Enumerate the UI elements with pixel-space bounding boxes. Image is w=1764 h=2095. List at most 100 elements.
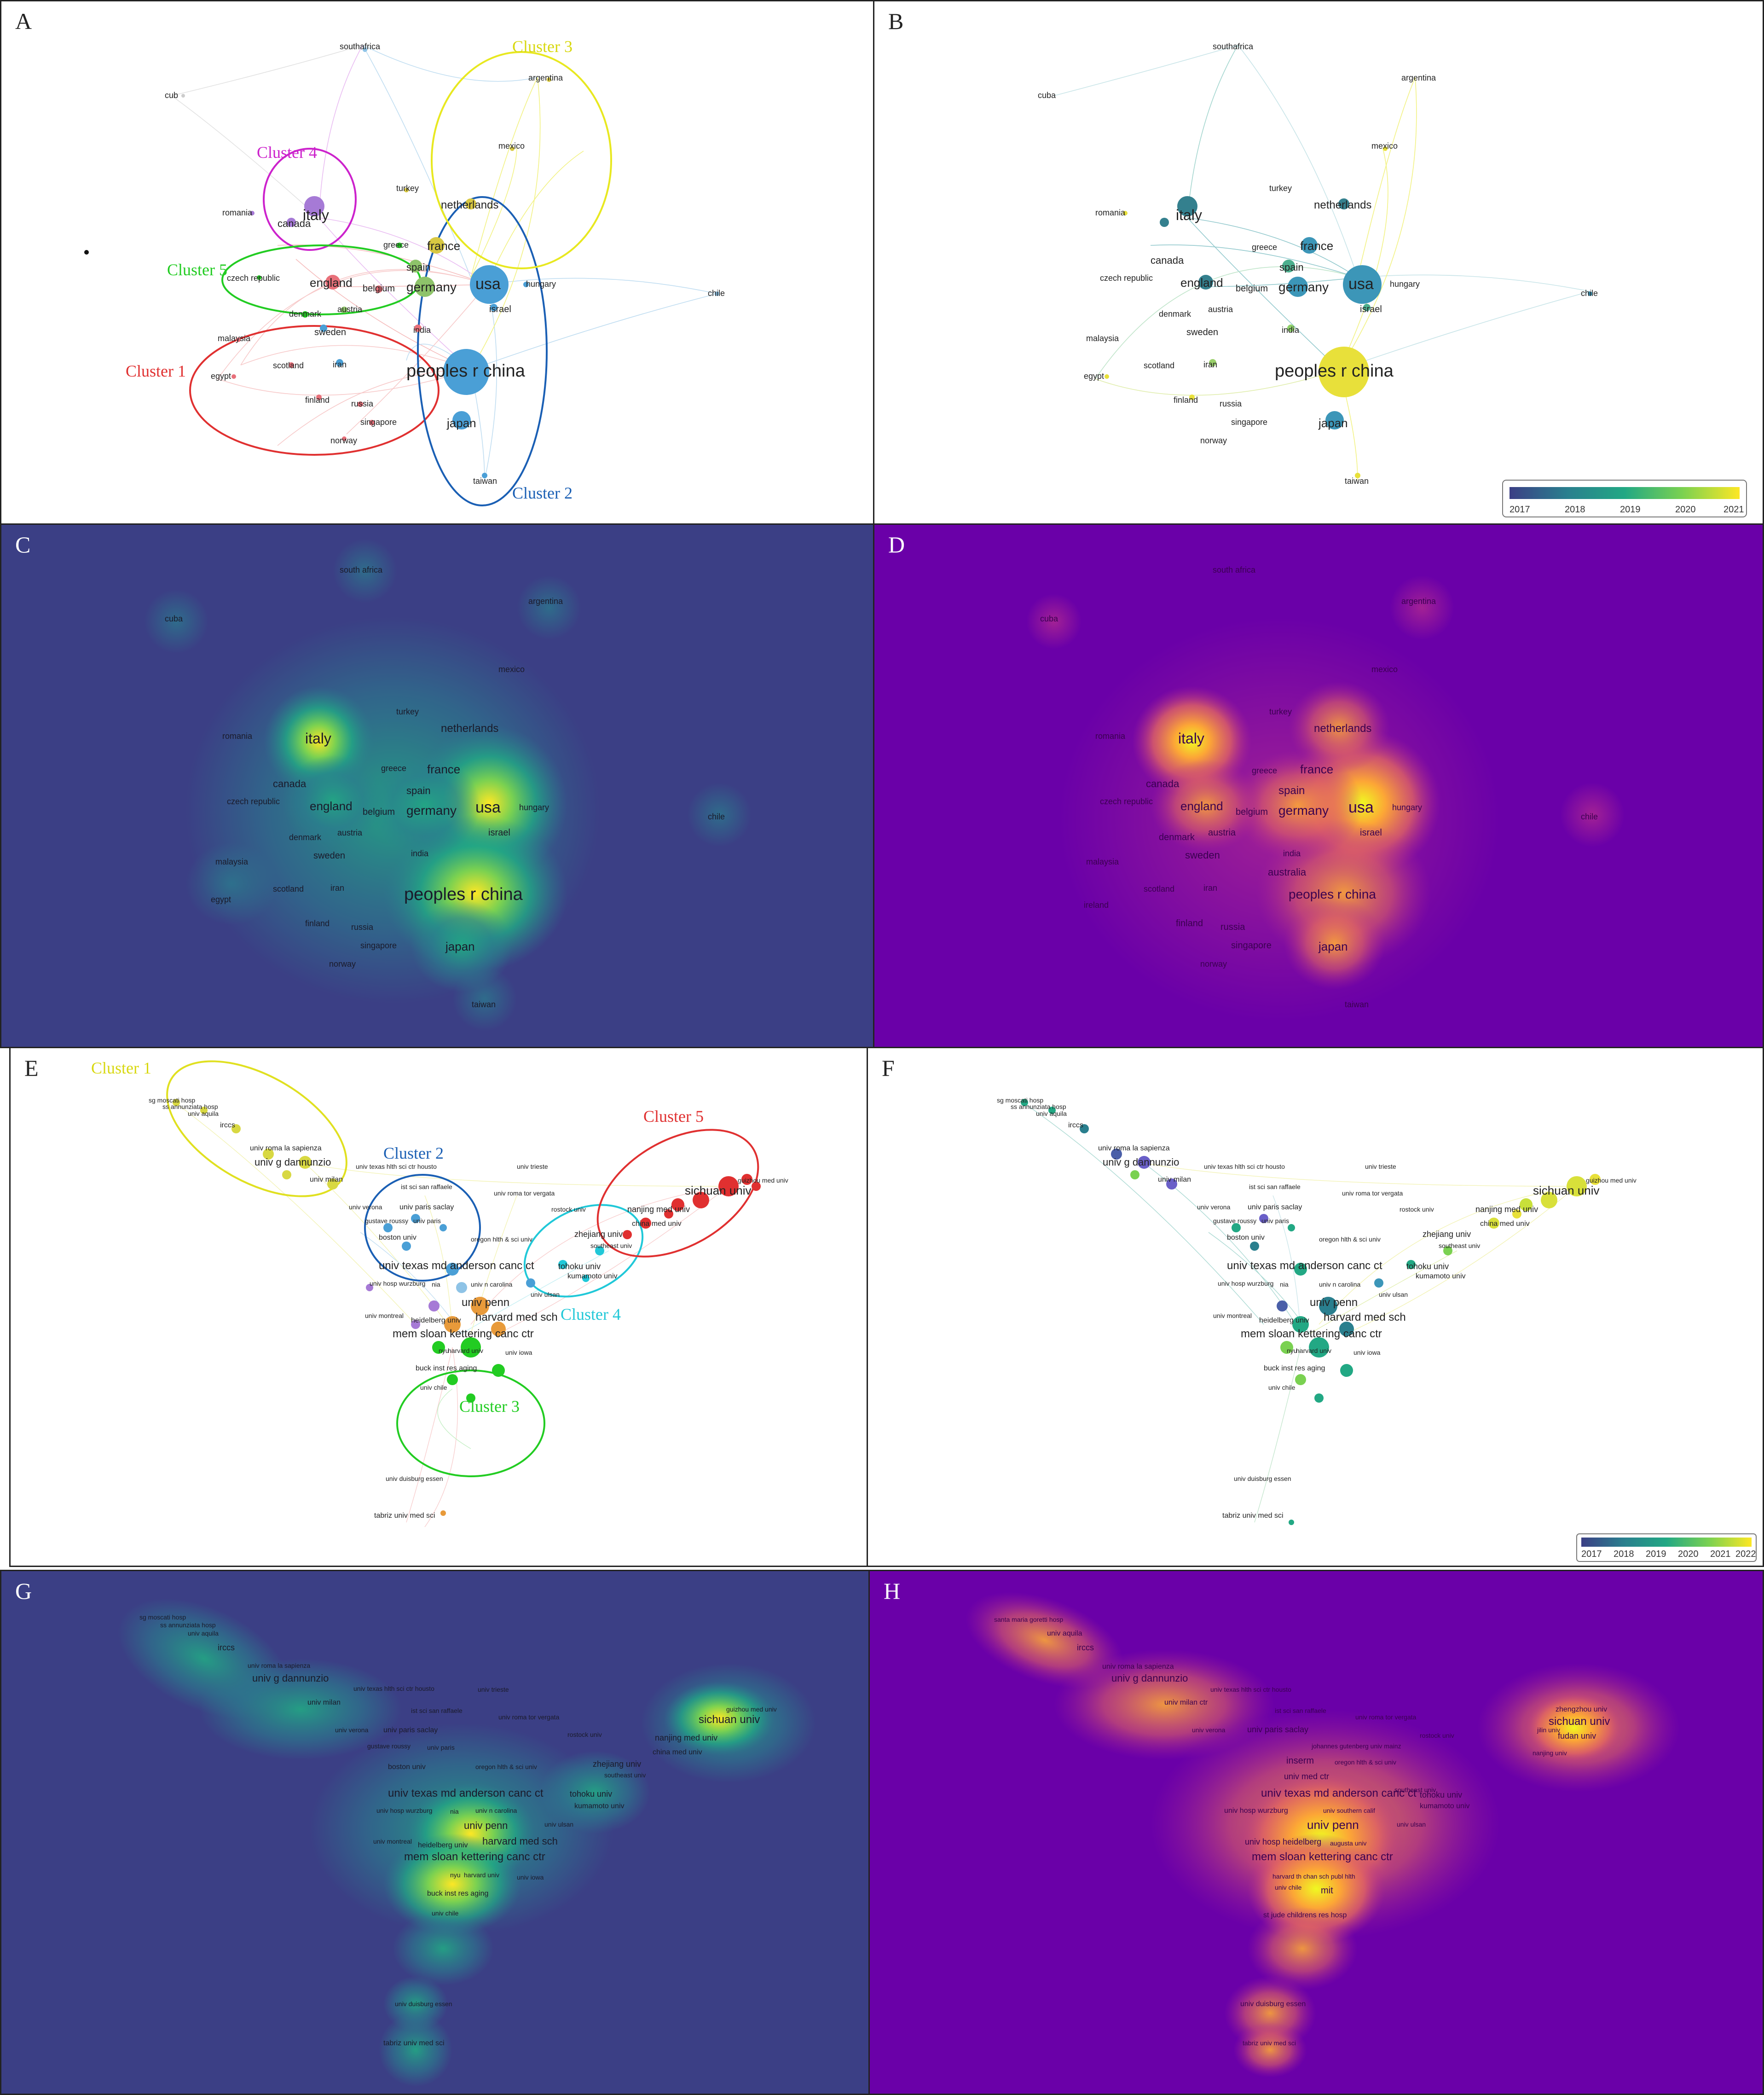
label-belgium: belgium [1236,807,1268,817]
edge [470,77,541,370]
label-romania: romania [222,208,253,217]
node-label: Cluster 3 [459,1397,520,1416]
panel-f: F [867,1047,1764,1567]
node [447,1374,458,1385]
node-japan [452,411,471,429]
node-label: boston univ [1227,1234,1265,1242]
node [428,1300,440,1312]
panel-label-h: H [884,1578,901,1604]
edge [1339,148,1388,370]
node-label: zhejiang univ [593,1759,641,1769]
node [466,1393,475,1403]
node-label: univ ulsan [1397,1821,1426,1828]
node-label: univ paris saclay [1247,1725,1308,1734]
label-mexico: mexico [1371,665,1398,674]
node-label: univ montreal [1213,1312,1252,1319]
label-southafrica: south africa [340,565,383,575]
node-hungary [523,282,529,287]
panel-label-e: E [24,1055,39,1081]
edge [470,1186,729,1325]
node [1292,1316,1309,1333]
node-label: univ g dannunzio [1111,1672,1188,1684]
label-mexico: mexico [498,141,525,151]
node [1520,1198,1533,1211]
node-label: univ iowa [517,1874,544,1881]
node [664,1209,673,1219]
edge [305,1163,729,1187]
node-label: fudan univ [1558,1731,1596,1741]
node-label: kumamoto univ [1416,1272,1466,1280]
label-india: india [413,325,431,335]
label-czech: czech republic [1100,797,1153,806]
node [1259,1214,1268,1223]
node-china [443,349,489,395]
node-england [325,275,340,290]
node-finland [316,395,322,400]
label-england: england [310,276,353,290]
label-greece: greece [381,764,406,773]
label-china: peoples r china [404,885,523,904]
node-label: tohoku univ [558,1262,601,1271]
cluster-1-ellipse [166,1060,347,1197]
node-label: Cluster 2 [383,1144,444,1162]
node-mexico [510,146,515,151]
panel-label-f: F [882,1055,895,1081]
node-label: guizhou med univ [1586,1177,1637,1184]
node-label: nyu [450,1871,461,1879]
node-label: univ penn [464,1820,508,1831]
label-austria: austria [337,305,363,314]
label-taiwan: taiwan [472,1000,496,1009]
node-label: 2022 [1735,1549,1756,1559]
node [1590,1174,1601,1185]
label-finland: finland [1176,918,1203,929]
edge [217,369,471,396]
label-iran: iran [333,360,347,369]
node-label: sichuan univ [699,1713,760,1726]
node-egypt [1105,374,1109,379]
label-argentina: argentina [1401,73,1436,82]
node-malaysia [236,337,241,342]
label-italy: italy [1178,730,1204,747]
node [1314,1393,1324,1403]
label-belgium: belgium [1236,284,1268,294]
label-mexico: mexico [498,665,525,674]
panel-e: E [9,1047,874,1567]
node-label: univ roma tor vergata [1355,1713,1416,1721]
node-label: china med univ [653,1748,702,1756]
node-label: ist sci san raffaele [1275,1707,1326,1714]
node-label: sg moscati hosp [997,1097,1043,1104]
edge [470,293,717,370]
node-usa [1343,265,1382,304]
node [366,1284,373,1291]
edge [295,259,471,370]
label-netherlands: netherlands [441,722,498,735]
node-label: harvard univ [1296,1347,1331,1354]
edges [1024,1103,1577,1523]
label-cuba: cuba [1040,614,1058,623]
label-singapore: singapore [360,418,397,427]
node [282,1170,291,1179]
node-greece [397,243,402,248]
node [327,1178,338,1190]
legend-tick-2019: 2019 [1620,505,1641,515]
label-canada: canada [273,778,307,789]
edge [486,151,584,285]
density-blob [1247,1907,1358,1990]
label-sweden: sweden [1185,849,1220,861]
node [1280,1341,1293,1354]
label-southafrica: southafrica [340,42,381,51]
node-czech [257,275,261,280]
node-scotland [289,362,294,368]
cluster-3-ellipse [396,1370,545,1477]
node [432,1341,445,1354]
node-label: buck inst res aging [416,1364,477,1372]
node [411,1320,420,1329]
density-blob [1284,898,1385,990]
node-label: sichuan univ [1533,1184,1600,1197]
nodes [173,1099,761,1516]
label-norway: norway [1200,436,1227,445]
edge [1309,1250,1457,1334]
label-austria: austria [1208,828,1236,838]
edges [176,1103,729,1527]
node-label: rostock univ [567,1731,602,1738]
